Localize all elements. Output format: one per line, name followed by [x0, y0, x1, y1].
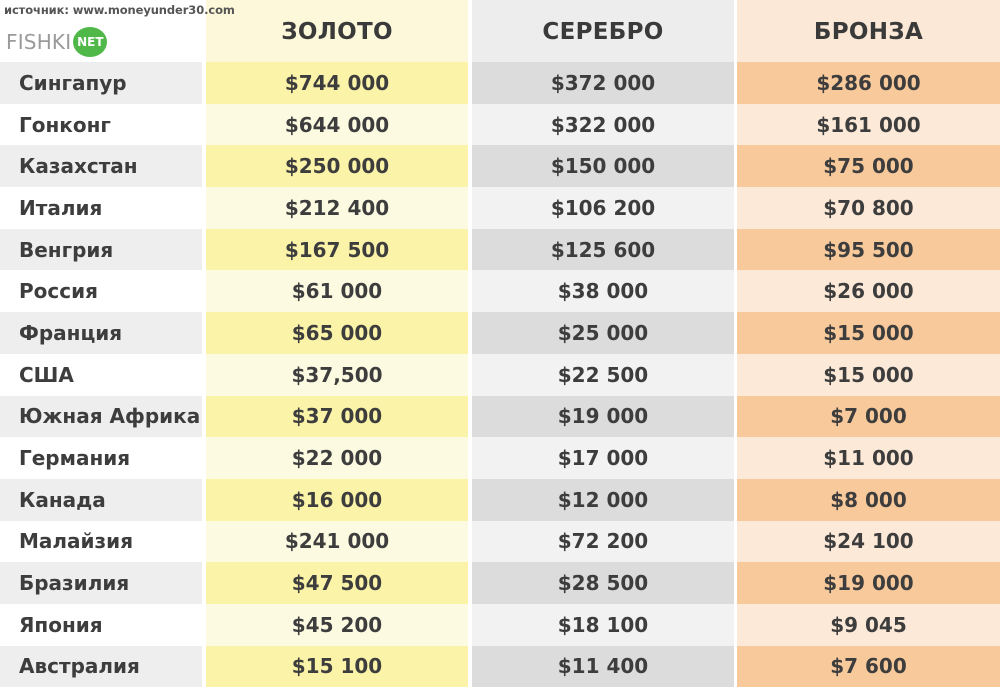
country-cell: Австралия	[0, 645, 202, 687]
silver-cell: $22 500	[472, 353, 734, 396]
bronze-cell: $24 100	[737, 520, 1000, 563]
country-cell: Япония	[0, 603, 202, 646]
table-row: Канада $16 000 $12 000 $8 000	[0, 478, 1000, 521]
gold-cell: $37 000	[206, 395, 468, 438]
bronze-cell: $9 045	[737, 603, 1000, 646]
gold-cell: $644 000	[206, 103, 468, 146]
country-cell: Франция	[0, 312, 202, 354]
bronze-cell: $7 600	[737, 645, 1000, 687]
bronze-cell: $15 000	[737, 312, 1000, 354]
source-caption: источник: www.moneyunder30.com	[4, 3, 235, 17]
gold-cell: $37,500	[206, 353, 468, 396]
table-row: Россия $61 000 $38 000 $26 000	[0, 270, 1000, 313]
country-cell: Малайзия	[0, 520, 202, 563]
gold-cell: $241 000	[206, 520, 468, 563]
table-row: Венгрия $167 500 $125 600 $95 500	[0, 228, 1000, 271]
country-cell: Италия	[0, 187, 202, 229]
bronze-cell: $19 000	[737, 562, 1000, 604]
bronze-cell: $8 000	[737, 478, 1000, 521]
silver-column-header: СЕРЕБРО	[542, 19, 664, 45]
silver-cell: $12 000	[472, 478, 734, 521]
silver-cell: $25 000	[472, 312, 734, 354]
silver-cell: $18 100	[472, 603, 734, 646]
gold-cell: $47 500	[206, 562, 468, 604]
bronze-cell: $70 800	[737, 187, 1000, 229]
silver-cell: $17 000	[472, 437, 734, 479]
silver-cell: $150 000	[472, 145, 734, 188]
silver-cell: $28 500	[472, 562, 734, 604]
table-row: Австралия $15 100 $11 400 $7 600	[0, 645, 1000, 687]
gold-cell: $15 100	[206, 645, 468, 687]
silver-cell: $72 200	[472, 520, 734, 563]
silver-cell: $125 600	[472, 228, 734, 271]
bronze-cell: $26 000	[737, 270, 1000, 313]
country-cell: Германия	[0, 437, 202, 479]
country-cell: Венгрия	[0, 228, 202, 271]
table-row: Бразилия $47 500 $28 500 $19 000	[0, 562, 1000, 604]
silver-cell: $372 000	[472, 62, 734, 104]
silver-cell: $19 000	[472, 395, 734, 438]
gold-cell: $45 200	[206, 603, 468, 646]
table-row: Казахстан $250 000 $150 000 $75 000	[0, 145, 1000, 188]
table-row: Япония $45 200 $18 100 $9 045	[0, 603, 1000, 646]
table-row: Южная Африка $37 000 $19 000 $7 000	[0, 395, 1000, 438]
gold-cell: $65 000	[206, 312, 468, 354]
country-cell: Гонконг	[0, 103, 202, 146]
silver-cell: $106 200	[472, 187, 734, 229]
country-cell: Бразилия	[0, 562, 202, 604]
bronze-cell: $15 000	[737, 353, 1000, 396]
country-cell: Южная Африка	[0, 395, 202, 438]
logo-badge: NET	[73, 27, 108, 57]
gold-cell: $212 400	[206, 187, 468, 229]
bronze-cell: $95 500	[737, 228, 1000, 271]
silver-cell: $11 400	[472, 645, 734, 687]
country-cell: Казахстан	[0, 145, 202, 188]
bronze-column-header: БРОНЗА	[813, 19, 924, 45]
table-row: Франция $65 000 $25 000 $15 000	[0, 312, 1000, 354]
bronze-cell: $286 000	[737, 62, 1000, 104]
silver-cell: $38 000	[472, 270, 734, 313]
country-cell: США	[0, 353, 202, 396]
fishki-logo: FISHKI NET	[6, 27, 108, 57]
gold-cell: $22 000	[206, 437, 468, 479]
country-cell: Россия	[0, 270, 202, 313]
silver-cell: $322 000	[472, 103, 734, 146]
gold-cell: $250 000	[206, 145, 468, 188]
gold-cell: $61 000	[206, 270, 468, 313]
country-cell: Канада	[0, 478, 202, 521]
table-row: Малайзия $241 000 $72 200 $24 100	[0, 520, 1000, 563]
bronze-cell: $161 000	[737, 103, 1000, 146]
gold-cell: $167 500	[206, 228, 468, 271]
table-body: Сингапур $744 000 $372 000 $286 000 Гонконг $…	[0, 62, 1000, 687]
gold-cell: $16 000	[206, 478, 468, 521]
bronze-cell: $7 000	[737, 395, 1000, 438]
table-row: Германия $22 000 $17 000 $11 000	[0, 437, 1000, 479]
bronze-cell: $75 000	[737, 145, 1000, 188]
table-row: США $37,500 $22 500 $15 000	[0, 353, 1000, 396]
table-row: Италия $212 400 $106 200 $70 800	[0, 187, 1000, 229]
table-row: Гонконг $644 000 $322 000 $161 000	[0, 103, 1000, 146]
gold-cell: $744 000	[206, 62, 468, 104]
gold-column-header: ЗОЛОТО	[281, 19, 393, 45]
logo-text: FISHKI	[6, 30, 72, 54]
country-cell: Сингапур	[0, 62, 202, 104]
bronze-cell: $11 000	[737, 437, 1000, 479]
table-row: Сингапур $744 000 $372 000 $286 000	[0, 62, 1000, 104]
